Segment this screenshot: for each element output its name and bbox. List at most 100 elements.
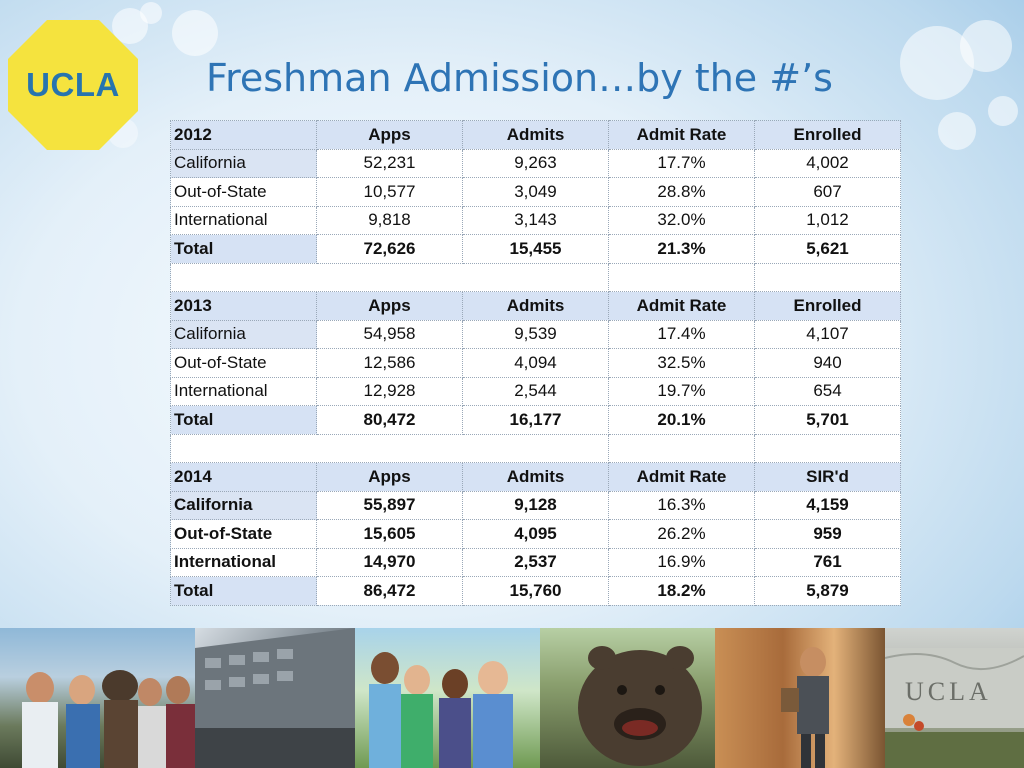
total-apps-cell: 80,472 [316,405,463,435]
total-admits-cell: 15,760 [462,576,609,606]
row-label-cell: California [170,319,317,349]
header-sird-cell: SIR'd [754,462,901,492]
table-row: International 12,928 2,544 19.7% 654 [170,376,901,406]
sird-cell: 4,159 [754,490,901,520]
table-header-row-2014: 2014 Apps Admits Admit Rate SIR'd [170,462,901,492]
photo-bear-statue-art [578,646,702,766]
decorative-bubble [140,2,162,24]
admits-cell: 4,095 [462,519,609,549]
admits-cell: 3,143 [462,205,609,235]
header-year-cell: 2014 [170,462,317,492]
total-label-cell: Total [170,576,317,606]
admit-rate-cell: 32.5% [608,348,755,378]
table-row: International 14,970 2,537 16.9% 761 [170,547,901,577]
photo-ucla-stone-sign-art: UCLA [885,648,1024,768]
enrolled-cell: 607 [754,177,901,207]
apps-cell: 52,231 [316,148,463,178]
photo-strip: UCLA [0,628,1024,768]
enrolled-cell: 940 [754,348,901,378]
total-label-cell: Total [170,234,317,264]
admits-cell: 9,539 [462,319,609,349]
total-admits-cell: 15,455 [462,234,609,264]
header-admits-cell: Admits [462,120,609,150]
total-label-cell: Total [170,405,317,435]
row-label-cell: California [170,490,317,520]
admits-cell: 9,263 [462,148,609,178]
header-admit-rate-cell: Admit Rate [608,291,755,321]
row-label-cell: International [170,547,317,577]
row-label-cell: Out-of-State [170,348,317,378]
spacer-cell [754,433,901,463]
header-admit-rate-cell: Admit Rate [608,120,755,150]
enrolled-cell: 4,002 [754,148,901,178]
photo-students-with-bear [0,628,195,768]
table-row: California 52,231 9,263 17.7% 4,002 [170,148,901,178]
photo-building [195,628,355,768]
table-header-row-2013: 2013 Apps Admits Admit Rate Enrolled [170,291,901,321]
total-apps-cell: 72,626 [316,234,463,264]
enrolled-cell: 4,107 [754,319,901,349]
sign-text: UCLA [905,677,992,706]
table-row: International 9,818 3,143 32.0% 1,012 [170,205,901,235]
total-enrolled-cell: 5,621 [754,234,901,264]
total-admits-cell: 16,177 [462,405,609,435]
row-label-cell: International [170,205,317,235]
spacer-cell [754,262,901,292]
apps-cell: 12,586 [316,348,463,378]
header-apps-cell: Apps [316,462,463,492]
table-header-row-2012: 2012 Apps Admits Admit Rate Enrolled [170,120,901,150]
admit-rate-cell: 16.3% [608,490,755,520]
admit-rate-cell: 17.7% [608,148,755,178]
total-admit-rate-cell: 20.1% [608,405,755,435]
row-label-cell: Out-of-State [170,519,317,549]
apps-cell: 55,897 [316,490,463,520]
row-label-cell: Out-of-State [170,177,317,207]
header-apps-cell: Apps [316,291,463,321]
header-admits-cell: Admits [462,291,609,321]
decorative-bubble [172,10,218,56]
enrolled-cell: 1,012 [754,205,901,235]
admits-cell: 2,537 [462,547,609,577]
header-year-cell: 2012 [170,120,317,150]
apps-cell: 15,605 [316,519,463,549]
admits-cell: 3,049 [462,177,609,207]
table-row: Out-of-State 10,577 3,049 28.8% 607 [170,177,901,207]
apps-cell: 54,958 [316,319,463,349]
admits-cell: 4,094 [462,348,609,378]
admit-rate-cell: 26.2% [608,519,755,549]
row-label-cell: International [170,376,317,406]
total-apps-cell: 86,472 [316,576,463,606]
apps-cell: 12,928 [316,376,463,406]
photo-students-with-bear-art [22,670,195,768]
photo-student-walking-art [781,647,829,768]
sird-cell: 959 [754,519,901,549]
admit-rate-cell: 16.9% [608,547,755,577]
total-admit-rate-cell: 21.3% [608,234,755,264]
spacer-cell [608,433,755,463]
logo-text: UCLA [26,66,120,103]
table-row: Out-of-State 15,605 4,095 26.2% 959 [170,519,901,549]
admits-cell: 9,128 [462,490,609,520]
admit-rate-cell: 28.8% [608,177,755,207]
total-admit-rate-cell: 18.2% [608,576,755,606]
admit-rate-cell: 32.0% [608,205,755,235]
enrolled-cell: 654 [754,376,901,406]
table-row: Out-of-State 12,586 4,094 32.5% 940 [170,348,901,378]
total-enrolled-cell: 5,701 [754,405,901,435]
table-total-row: Total 86,472 15,760 18.2% 5,879 [170,576,901,606]
photo-bear-statue [540,628,715,768]
sird-cell: 761 [754,547,901,577]
spacer-cell [608,262,755,292]
photo-smiling-students-art [369,652,513,768]
table-total-row: Total 72,626 15,455 21.3% 5,621 [170,234,901,264]
decorative-bubble [960,20,1012,72]
spacer-row [170,433,901,463]
total-sird-cell: 5,879 [754,576,901,606]
table-row: California 55,897 9,128 16.3% 4,159 [170,490,901,520]
photo-building-art [195,628,355,768]
photo-ucla-stone-sign: UCLA [885,628,1024,768]
header-apps-cell: Apps [316,120,463,150]
spacer-cell [170,433,609,463]
admit-rate-cell: 17.4% [608,319,755,349]
apps-cell: 10,577 [316,177,463,207]
